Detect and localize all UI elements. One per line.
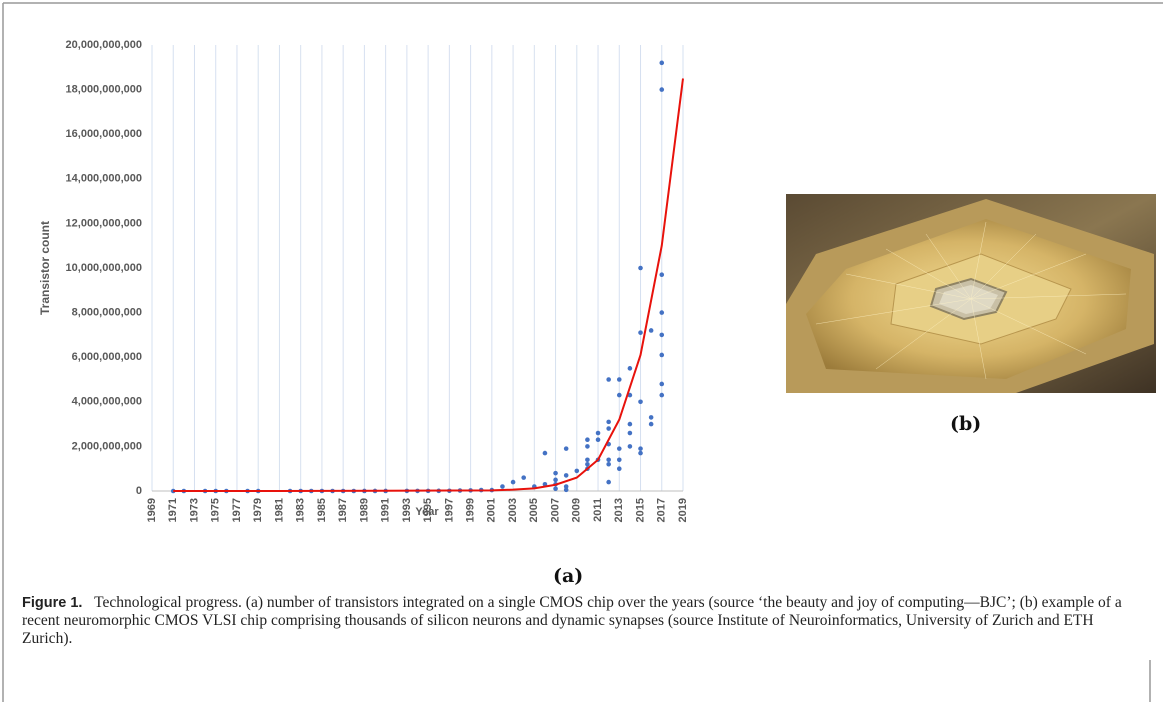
data-point <box>659 393 664 398</box>
y-tick-label: 12,000,000,000 <box>66 217 142 229</box>
data-point <box>659 87 664 92</box>
data-point <box>553 471 558 476</box>
data-point <box>585 457 590 462</box>
data-point <box>617 457 622 462</box>
x-tick-label: 2005 <box>528 498 540 522</box>
data-point <box>543 451 548 456</box>
data-point <box>628 366 633 371</box>
data-point <box>659 382 664 387</box>
data-point <box>659 61 664 66</box>
data-point <box>617 377 622 382</box>
data-point <box>649 328 654 333</box>
x-tick-label: 1973 <box>188 498 200 522</box>
panel-label: (a) <box>553 565 583 587</box>
panel-label: (b) <box>950 413 981 435</box>
data-point <box>649 422 654 427</box>
caption: Figure 1. Technological progress. (a) nu… <box>22 594 1132 648</box>
x-tick-label: 1991 <box>380 498 392 522</box>
x-tick-label: 2015 <box>634 498 646 522</box>
x-tick-label: 1971 <box>167 498 179 522</box>
y-tick-label: 2,000,000,000 <box>72 440 142 452</box>
data-point <box>649 415 654 420</box>
data-point <box>659 353 664 358</box>
caption-label: Figure 1. <box>22 595 82 611</box>
data-point <box>564 488 569 493</box>
data-point <box>585 444 590 449</box>
x-tick-label: 2009 <box>571 498 583 522</box>
data-point <box>596 437 601 442</box>
x-tick-label: 1977 <box>231 498 243 522</box>
y-tick-label: 20,000,000,000 <box>66 39 142 51</box>
data-point <box>585 437 590 442</box>
y-tick-label: 16,000,000,000 <box>66 128 142 140</box>
x-tick-label: 1997 <box>443 498 455 522</box>
x-tick-label: 2011 <box>592 498 604 522</box>
y-tick-label: 14,000,000,000 <box>66 173 142 185</box>
data-point <box>638 446 643 451</box>
data-point <box>628 422 633 427</box>
data-point <box>606 480 611 485</box>
x-tick-label: 2001 <box>486 498 498 522</box>
x-tick-label: 1993 <box>401 498 413 522</box>
page: Transistor count Year 196919711973197519… <box>0 0 1166 702</box>
data-point <box>606 426 611 431</box>
x-tick-label: 1987 <box>337 498 349 522</box>
x-tick-label: 1985 <box>316 498 328 522</box>
data-point <box>606 420 611 425</box>
x-tick-label: 2007 <box>549 498 561 522</box>
data-point <box>659 333 664 338</box>
y-tick-label: 18,000,000,000 <box>66 84 142 96</box>
y-tick-label: 8,000,000,000 <box>72 307 142 319</box>
data-point <box>617 446 622 451</box>
data-point <box>638 266 643 271</box>
x-tick-label: 2019 <box>677 498 689 522</box>
y-tick-label: 6,000,000,000 <box>72 351 142 363</box>
data-point <box>617 466 622 471</box>
y-tick-label: 0 <box>136 485 142 497</box>
x-tick-label: 1981 <box>273 498 285 522</box>
x-tick-label: 1975 <box>210 498 222 522</box>
data-point <box>575 469 580 474</box>
y-tick-label: 4,000,000,000 <box>72 396 142 408</box>
x-tick-label: 1979 <box>252 498 264 522</box>
data-point <box>564 446 569 451</box>
y-axis-title: Transistor count <box>38 221 52 315</box>
data-point <box>606 457 611 462</box>
data-point <box>628 431 633 436</box>
x-tick-label: 1999 <box>465 498 477 522</box>
x-tick-label: 1995 <box>422 498 434 522</box>
x-tick-label: 2017 <box>656 498 668 522</box>
data-point <box>500 484 505 489</box>
caption-text: Technological progress. (a) number of tr… <box>22 594 1122 647</box>
data-point <box>659 310 664 315</box>
data-point <box>617 393 622 398</box>
chip-photo <box>786 194 1156 393</box>
data-point <box>659 272 664 277</box>
x-tick-label: 1969 <box>146 498 158 522</box>
data-point <box>511 480 516 485</box>
data-point <box>638 330 643 335</box>
data-point <box>585 462 590 467</box>
data-point <box>628 444 633 449</box>
data-point <box>596 431 601 436</box>
data-point <box>606 462 611 467</box>
x-tick-label: 1983 <box>295 498 307 522</box>
data-point <box>553 478 558 483</box>
data-point <box>638 451 643 456</box>
x-tick-label: 2013 <box>613 498 625 522</box>
x-tick-label: 2003 <box>507 498 519 522</box>
x-tick-label: 1989 <box>358 498 370 522</box>
data-point <box>606 377 611 382</box>
data-point <box>521 475 526 480</box>
y-tick-label: 10,000,000,000 <box>66 262 142 274</box>
data-point <box>553 486 558 491</box>
data-point <box>638 400 643 405</box>
data-point <box>564 473 569 478</box>
